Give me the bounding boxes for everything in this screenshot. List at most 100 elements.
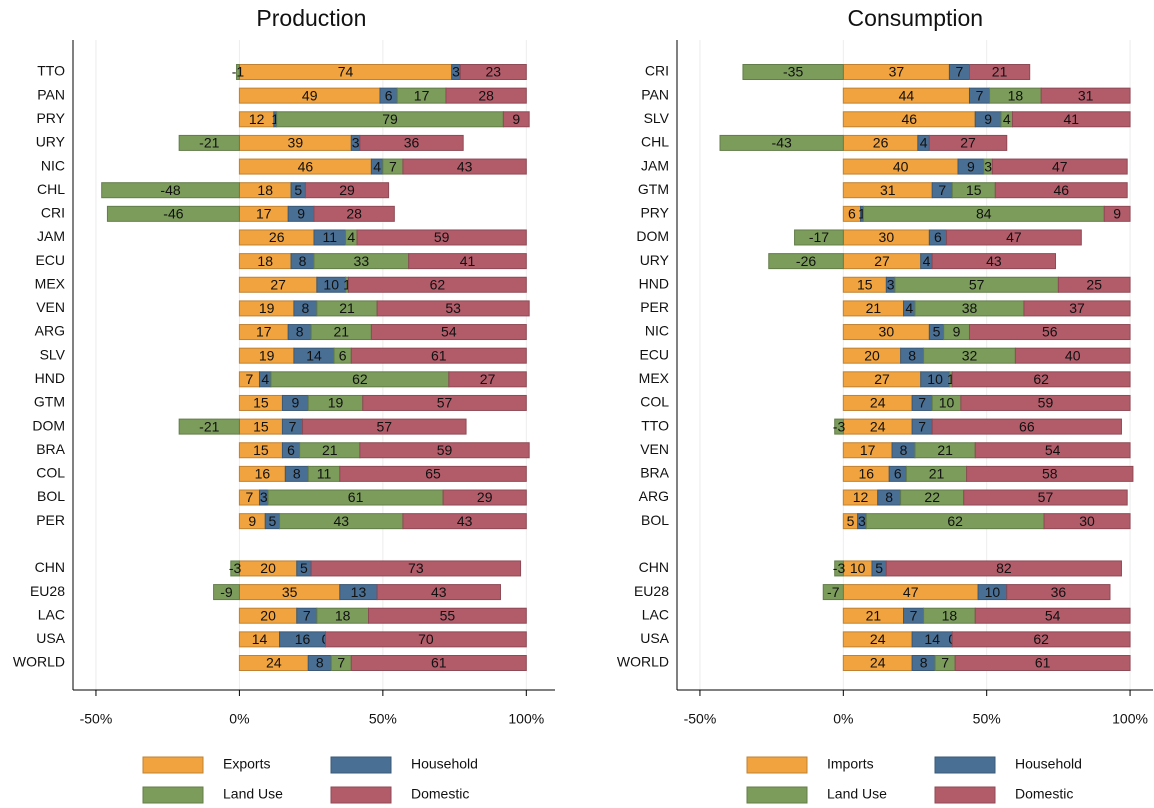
y-tick-label: VEN — [640, 441, 669, 457]
value-label: -3 — [833, 560, 846, 576]
value-label: 46 — [1053, 182, 1069, 198]
value-label: 9 — [984, 111, 992, 127]
value-label: 7 — [910, 607, 918, 623]
value-label: 43 — [457, 158, 473, 174]
value-label: 84 — [976, 206, 992, 222]
bar-segment — [719, 134, 844, 151]
value-label: 7 — [941, 655, 949, 671]
y-tick-label: COL — [640, 394, 669, 410]
bar-segment — [960, 394, 1131, 411]
y-tick-label: CHL — [37, 181, 65, 197]
value-label: 10 — [850, 560, 866, 576]
y-tick-label: DOM — [32, 417, 65, 433]
value-label: 20 — [864, 347, 880, 363]
value-label: 4 — [920, 135, 928, 151]
value-label: 4 — [923, 253, 931, 269]
value-label: 43 — [457, 513, 473, 529]
value-label: 29 — [339, 182, 355, 198]
value-label: 61 — [431, 655, 447, 671]
value-label: 21 — [929, 466, 945, 482]
value-label: 47 — [1006, 229, 1022, 245]
value-label: 9 — [953, 324, 961, 340]
x-tick-label: 0% — [229, 711, 249, 727]
value-label: 1 — [271, 111, 279, 127]
bar-segment — [1011, 111, 1131, 128]
value-label: 9 — [967, 158, 975, 174]
legend-label: Exports — [223, 756, 270, 772]
value-label: 46 — [901, 111, 917, 127]
value-label: 57 — [377, 418, 393, 434]
bar-segment — [974, 442, 1131, 459]
y-tick-label: ARG — [35, 323, 65, 339]
value-label: 6 — [339, 347, 347, 363]
bar-segment — [362, 394, 527, 411]
y-tick-label: TTO — [37, 63, 65, 79]
value-label: 66 — [1019, 418, 1035, 434]
y-tick-label: LAC — [38, 606, 65, 622]
bar-segment — [822, 584, 844, 601]
bar-segment — [313, 205, 395, 222]
legend-swatch — [330, 786, 392, 804]
value-label: -43 — [772, 135, 792, 151]
y-tick-label: HND — [639, 275, 669, 291]
value-label: 30 — [879, 324, 895, 340]
y-tick-label: JAM — [37, 228, 65, 244]
value-label: 70 — [418, 631, 434, 647]
value-label: 28 — [478, 87, 494, 103]
value-label: 18 — [257, 253, 273, 269]
legend-swatch — [142, 786, 204, 804]
value-label: 43 — [431, 584, 447, 600]
value-label: 44 — [899, 87, 915, 103]
value-label: 57 — [1038, 489, 1054, 505]
bar-segment — [1040, 87, 1131, 104]
value-label: 8 — [301, 300, 309, 316]
value-label: -1 — [232, 64, 245, 80]
value-label: 24 — [870, 418, 886, 434]
value-label: 59 — [437, 442, 453, 458]
bar-segment — [304, 182, 390, 199]
value-label: 15 — [857, 276, 873, 292]
value-label: 7 — [246, 489, 254, 505]
value-label: 37 — [889, 64, 905, 80]
y-tick-label: GTM — [638, 181, 669, 197]
y-tick-label: PER — [640, 299, 669, 315]
bar-segment — [951, 371, 1131, 388]
value-label: 49 — [302, 87, 318, 103]
bar-segment — [376, 300, 530, 317]
value-label: 4 — [1003, 111, 1011, 127]
x-tick-label: 100% — [508, 711, 544, 727]
value-label: 43 — [986, 253, 1002, 269]
legend-swatch — [934, 756, 996, 774]
bar-segment — [794, 229, 844, 246]
value-label: 73 — [408, 560, 424, 576]
value-label: -46 — [163, 206, 183, 222]
value-label: 61 — [348, 489, 364, 505]
y-tick-label: BRA — [640, 465, 669, 481]
value-label: 21 — [333, 324, 349, 340]
value-label: 8 — [296, 324, 304, 340]
value-label: 37 — [1069, 300, 1085, 316]
y-tick-label: URY — [640, 252, 670, 268]
bar-segment — [213, 584, 240, 601]
value-label: 8 — [299, 253, 307, 269]
bar-segment — [368, 607, 527, 624]
value-label: 13 — [351, 584, 367, 600]
value-label: 30 — [1079, 513, 1095, 529]
value-label: 5 — [294, 182, 302, 198]
value-label: 56 — [1042, 324, 1058, 340]
value-label: 25 — [1086, 276, 1102, 292]
value-label: 54 — [1045, 607, 1061, 623]
bar-segment — [376, 584, 501, 601]
value-label: 9 — [297, 206, 305, 222]
value-label: 9 — [512, 111, 520, 127]
bar-segment — [101, 182, 240, 199]
x-tick-label: -50% — [684, 711, 717, 727]
value-label: 19 — [259, 347, 275, 363]
value-label: -26 — [796, 253, 816, 269]
bar-segment — [459, 64, 527, 80]
value-label: -35 — [783, 64, 803, 80]
y-tick-label: CHN — [35, 559, 65, 575]
value-label: 24 — [870, 631, 886, 647]
value-label: 59 — [1038, 395, 1054, 411]
